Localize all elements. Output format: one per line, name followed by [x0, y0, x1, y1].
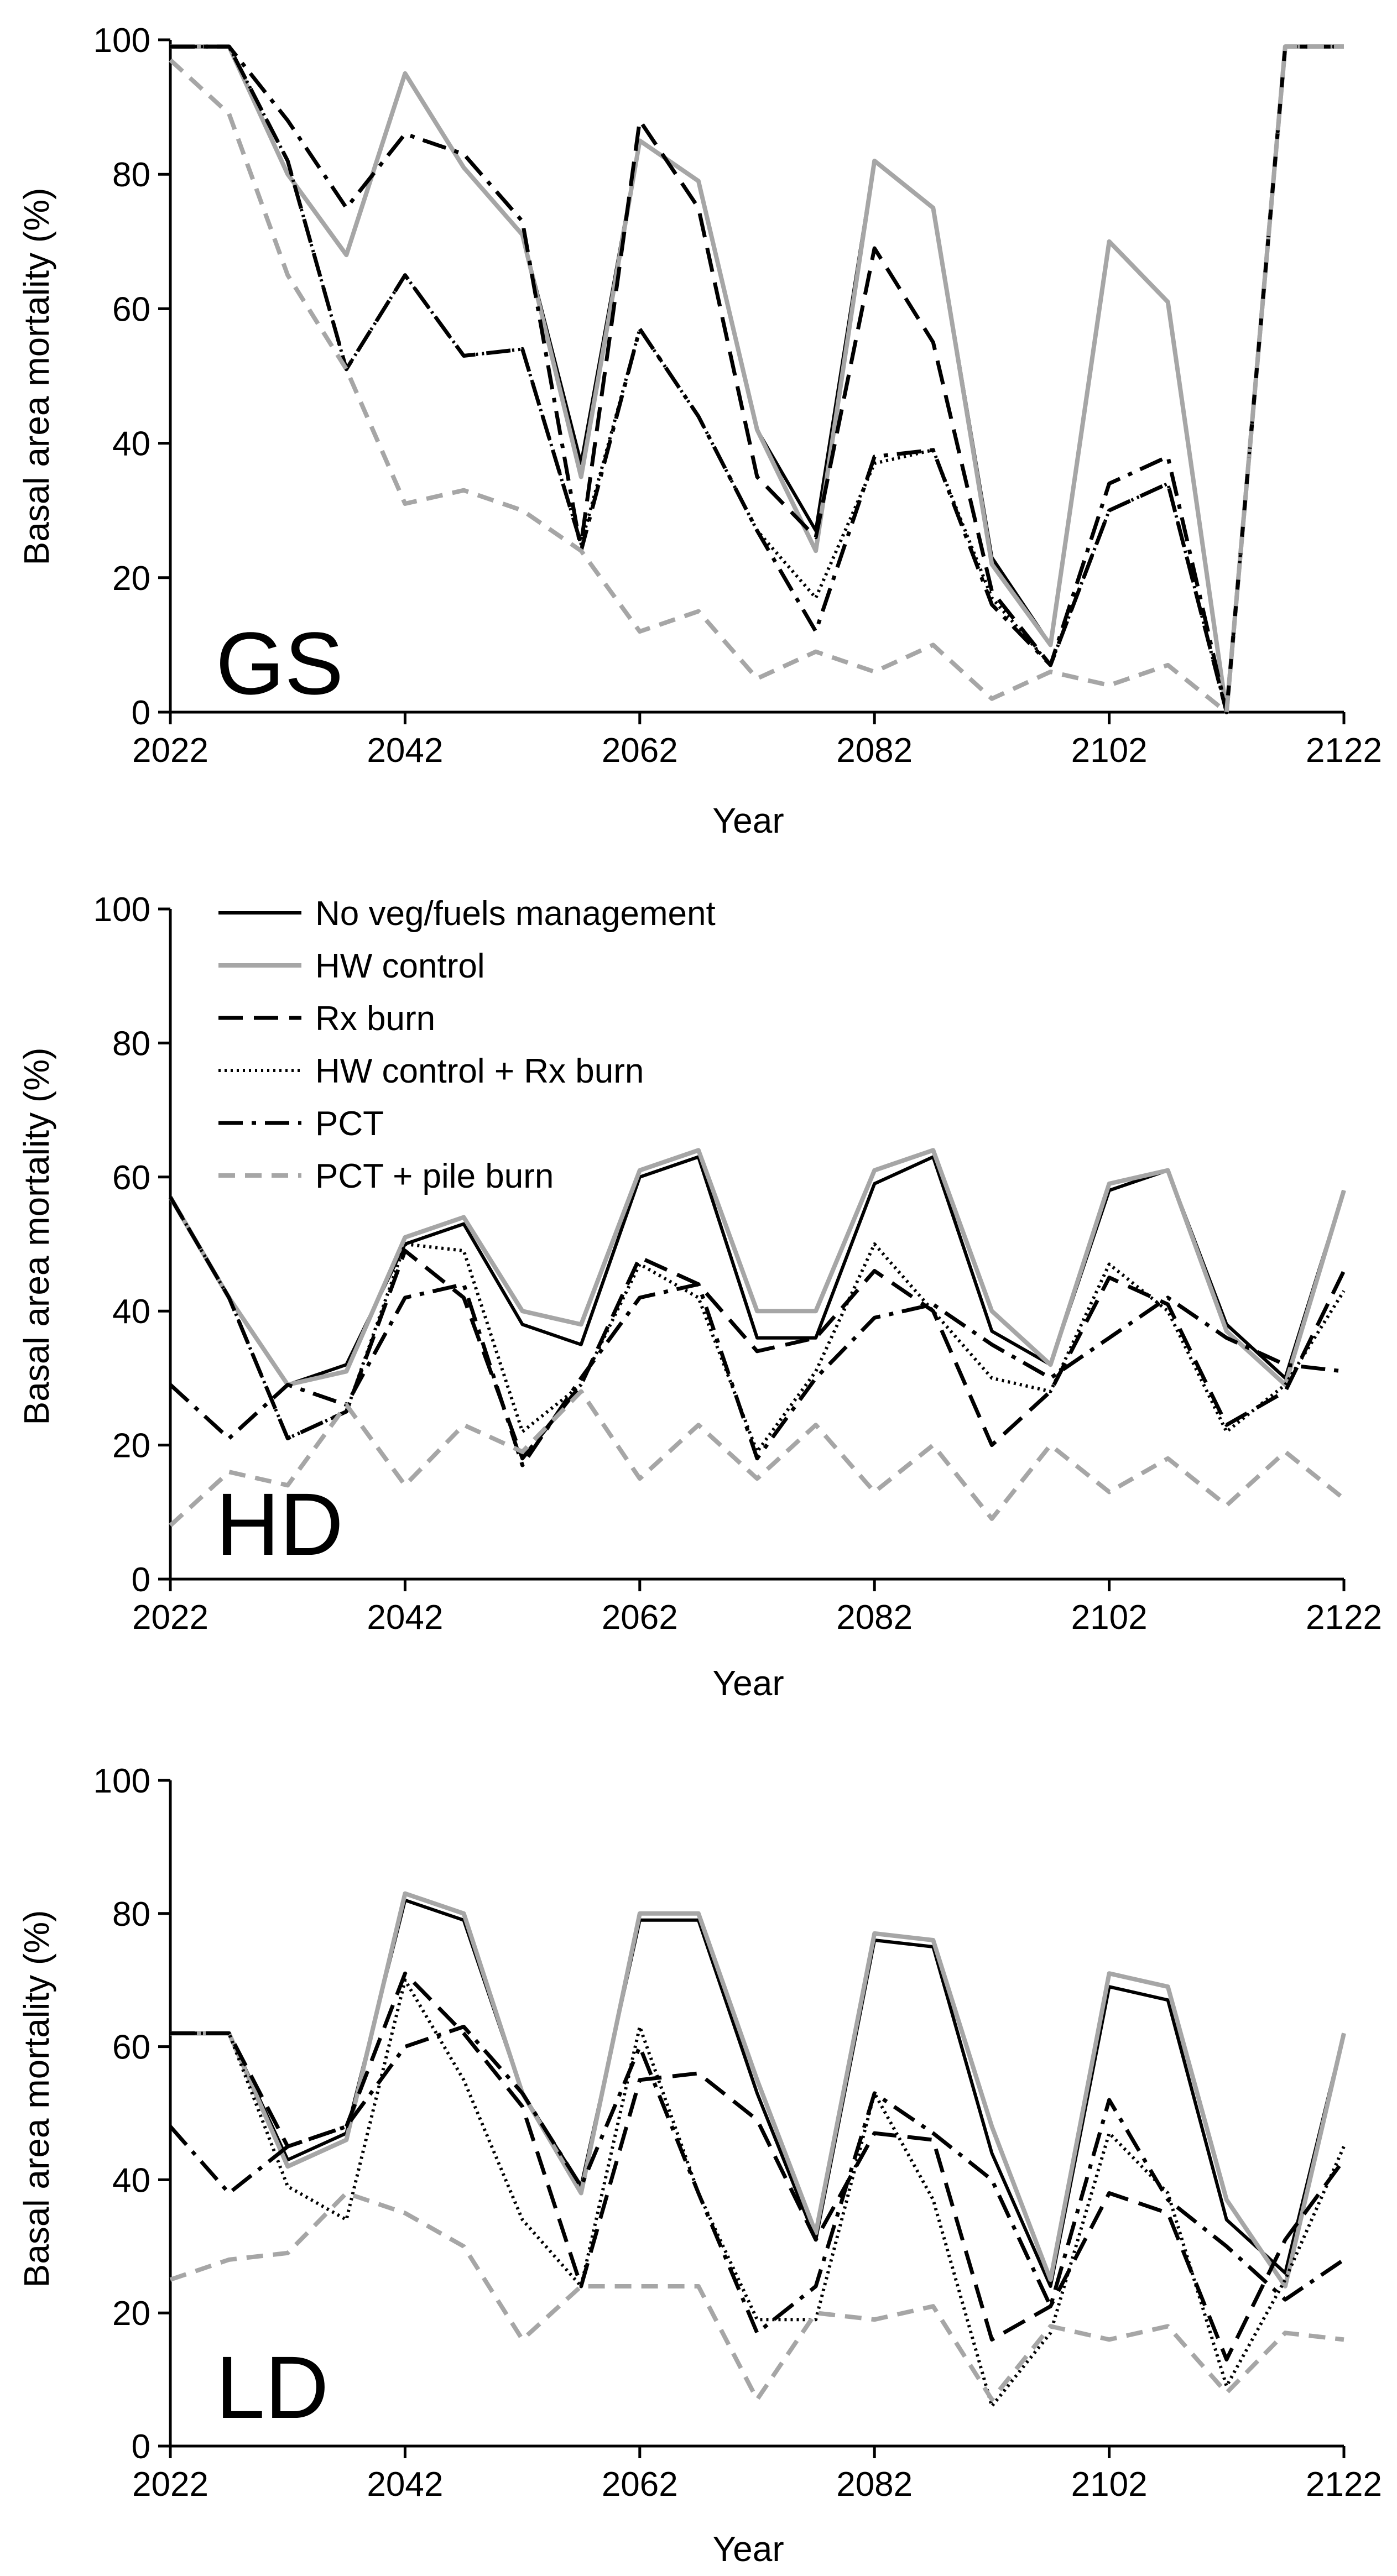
y-tick-label: 0: [132, 2428, 150, 2466]
series-line-pct: [170, 44, 1344, 714]
x-tick-label: 2122: [1306, 731, 1382, 770]
y-tick-label: 60: [112, 1159, 150, 1197]
series-line-pct_pile: [169, 44, 1344, 714]
y-tick-label: 40: [112, 1293, 150, 1331]
y-tick-label: 60: [112, 290, 150, 328]
y-tick-label: 100: [93, 22, 150, 60]
series-line-hw_rx: [170, 1978, 1346, 2408]
series-line-hw_control: [170, 44, 1344, 714]
legend-label-pct-pile: PCT + pile burn: [315, 1157, 554, 1195]
series-line-hw_control: [168, 1148, 1346, 1387]
x-tick-label: 2102: [1071, 731, 1148, 770]
y-tick-label: 40: [112, 425, 150, 463]
panel-label-hd: HD: [216, 1475, 343, 1574]
legend-label-hw-control: HW control: [315, 947, 485, 985]
x-tick-label: 2082: [836, 731, 913, 770]
y-tick-label: 0: [132, 694, 150, 732]
y-tick-label: 80: [112, 1895, 150, 1934]
panel-label-gs: GS: [216, 614, 343, 713]
x-tick-label: 2022: [132, 731, 208, 770]
series-line-rx_burn: [170, 44, 1344, 714]
x-axis-title: Year: [712, 2529, 784, 2569]
x-tick-label: 2062: [602, 1598, 678, 1637]
x-tick-label: 2102: [1071, 2465, 1148, 2504]
y-tick-label: 20: [112, 560, 150, 598]
series-line-hw_control: [170, 1891, 1346, 2288]
x-tick-label: 2082: [836, 1598, 913, 1637]
panel-hd: Basal area mortality (%) Year HD 0 20 40 60…: [17, 891, 1382, 1703]
y-tick-label: 80: [112, 1025, 150, 1063]
legend-label-no-mgmt: No veg/fuels management: [315, 895, 716, 933]
y-tick-label: 100: [93, 891, 150, 929]
panel-gs: Basal area mortality (%) Year GS 0 20 40 60…: [17, 22, 1382, 840]
panel-label-ld: LD: [216, 2338, 329, 2437]
x-tick-label: 2062: [602, 731, 678, 770]
x-tick-label: 2122: [1306, 1598, 1382, 1637]
x-tick-label: 2082: [836, 2465, 913, 2504]
y-tick-label: 100: [93, 1762, 150, 1800]
x-tick-label: 2102: [1071, 1598, 1148, 1637]
series-line-pct: [169, 1282, 1344, 1467]
legend-label-rx-burn: Rx burn: [315, 1000, 435, 1038]
series-line-pct: [169, 2025, 1345, 2335]
x-tick-label: 2042: [367, 2465, 443, 2504]
y-axis-title: Basal area mortality (%): [17, 188, 56, 566]
x-tick-label: 2022: [132, 2465, 208, 2504]
panel-ld: Basal area mortality (%) Year LD 0 20 40 60…: [17, 1762, 1382, 2569]
legend-label-hw-rx: HW control + Rx burn: [315, 1052, 644, 1090]
y-tick-label: 20: [112, 1427, 150, 1465]
x-axis-title: Year: [712, 801, 784, 840]
y-tick-label: 80: [112, 156, 150, 194]
x-tick-label: 2042: [367, 1598, 443, 1637]
x-tick-label: 2062: [602, 2465, 678, 2504]
series-line-no_mgmt: [170, 45, 1344, 714]
series-line-rx_burn: [168, 1196, 1346, 1461]
y-tick-label: 40: [112, 2161, 150, 2199]
x-tick-label: 2022: [132, 1598, 208, 1637]
y-axis-title: Basal area mortality (%): [17, 1048, 56, 1425]
y-tick-label: 60: [112, 2029, 150, 2067]
y-axis-title: Basal area mortality (%): [17, 1910, 56, 2288]
series-line-no_mgmt: [170, 1898, 1346, 2288]
series-line-pct_pile: [169, 2191, 1344, 2402]
legend-label-pct: PCT: [315, 1105, 384, 1143]
y-tick-label: 20: [112, 2295, 150, 2333]
x-axis-title: Year: [712, 1663, 784, 1703]
series-line-rx_burn: [170, 1971, 1346, 2361]
y-tick-label: 0: [132, 1561, 150, 1599]
series-line-pct_pile: [169, 1389, 1346, 1527]
series-line-hw_rx: [170, 45, 1344, 714]
legend: No veg/fuels management HW control Rx bu…: [218, 895, 716, 1195]
x-tick-label: 2042: [367, 731, 443, 770]
x-tick-label: 2122: [1306, 2465, 1382, 2504]
